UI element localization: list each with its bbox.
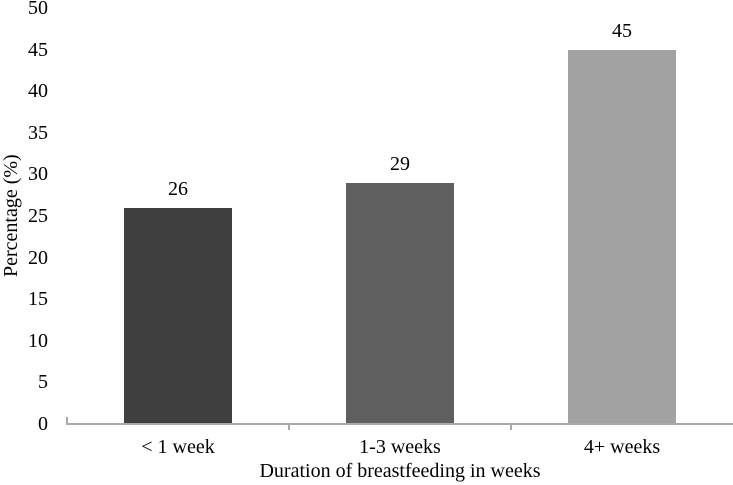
bar (346, 182, 454, 423)
bar-value-label: 29 (390, 152, 410, 175)
y-tick-label: 15 (28, 288, 48, 311)
y-tick-label: 20 (28, 246, 48, 269)
bar-value-label: 26 (168, 177, 188, 200)
x-axis-title: Duration of breastfeeding in weeks (259, 460, 541, 482)
x-tick-label: 1-3 weeks (359, 436, 441, 458)
y-tick-label: 25 (28, 205, 48, 227)
bar (568, 49, 676, 423)
x-axis-line (66, 423, 733, 425)
y-tick-label: 0 (38, 413, 48, 435)
x-axis-tick (288, 424, 290, 430)
y-tick-label: 45 (28, 38, 48, 61)
y-tick-label: 35 (28, 121, 48, 144)
x-axis-tick (66, 417, 68, 425)
y-tick-label: 10 (28, 329, 48, 352)
y-tick-label: 50 (28, 0, 48, 19)
y-tick-label: 40 (28, 80, 48, 103)
y-tick-label: 30 (28, 163, 48, 186)
x-tick-label: < 1 week (141, 436, 215, 458)
bar-value-label: 45 (612, 19, 632, 42)
x-axis-tick (510, 424, 512, 430)
x-tick-label: 4+ weeks (583, 436, 661, 458)
bar (124, 207, 232, 423)
y-tick-label: 5 (38, 371, 48, 394)
